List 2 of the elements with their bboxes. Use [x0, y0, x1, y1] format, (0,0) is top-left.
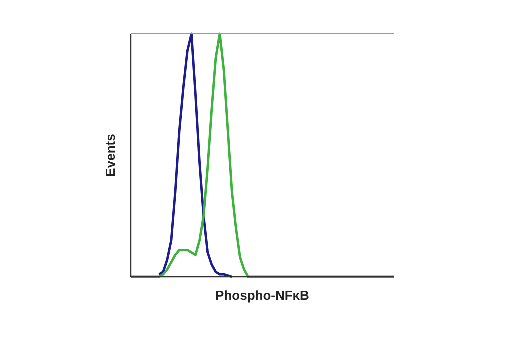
x-axis-title: Phospho-NFκB [216, 288, 310, 303]
y-axis-title: Events [103, 134, 118, 177]
